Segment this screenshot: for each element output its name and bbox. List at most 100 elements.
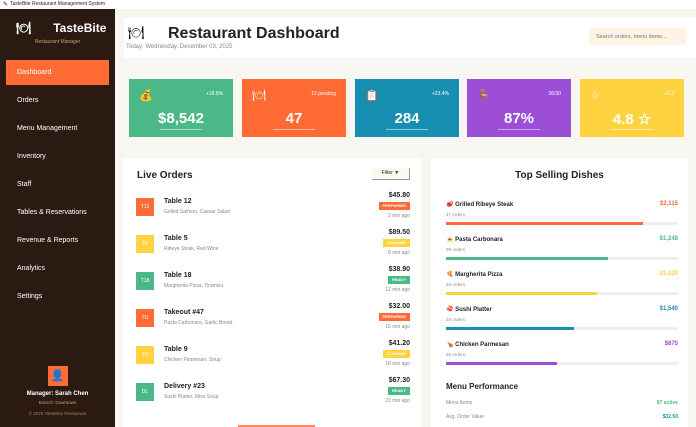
stat-label xyxy=(498,129,540,130)
manager-name: Manager: Sarah Chen xyxy=(26,391,89,397)
stat-value: 284 xyxy=(394,110,420,127)
stat-change: 12 pending xyxy=(311,91,336,97)
stat-value: 87% xyxy=(503,110,535,127)
sidebar-item-tables-reservations[interactable]: Tables & Reservations xyxy=(17,209,87,216)
order-items: Sushi Platter, Miso Soup xyxy=(164,394,219,400)
progress-fill xyxy=(446,292,597,295)
filter-button[interactable]: Filter ▼ xyxy=(372,168,410,180)
dish-row: 🥩 Grilled Ribeye Steak $2,115 47 orders xyxy=(446,201,678,235)
dish-row: 🍗 Chicken Parmesan $875 25 orders xyxy=(446,341,678,375)
brand-subtitle: Restaurant Manager xyxy=(34,39,81,45)
sidebar-item-revenue-reports[interactable]: Revenue & Reports xyxy=(17,237,79,244)
sidebar-item-settings[interactable]: Settings xyxy=(17,293,43,300)
stat-change: 26/30 xyxy=(548,91,561,97)
progress-track xyxy=(446,327,678,330)
progress-fill xyxy=(446,327,574,330)
avatar[interactable]: 👤 xyxy=(47,366,68,386)
order-time: 15 min ago xyxy=(385,324,410,330)
order-price: $38.90 xyxy=(388,266,410,273)
sidebar-item-analytics[interactable]: Analytics xyxy=(17,265,46,272)
progress-track xyxy=(446,257,678,260)
live-orders-panel: Live Orders Filter ▼ T12 Table 12 Grilled … xyxy=(123,158,421,427)
stat-value: $8,542 xyxy=(158,110,204,127)
order-badge: T5 xyxy=(136,235,154,253)
order-name: Takeout #47 xyxy=(164,309,204,316)
order-name: Table 18 xyxy=(164,272,192,279)
progress-fill xyxy=(446,362,558,365)
dish-name: 🍕 Margherita Pizza xyxy=(446,272,503,278)
dish-name: 🍗 Chicken Parmesan xyxy=(446,342,509,348)
order-price: $67.30 xyxy=(388,377,410,384)
status-badge: PREPARING xyxy=(378,313,410,321)
order-row[interactable]: DL Delivery #23 Sushi Platter, Miso Soup $6… xyxy=(135,377,410,421)
order-name: Delivery #23 xyxy=(164,383,205,390)
status-badge: READY xyxy=(387,276,410,284)
stat-label xyxy=(273,129,315,130)
sidebar-item-menu-management[interactable]: Menu Management xyxy=(17,125,78,132)
sidebar-item-inventory[interactable]: Inventory xyxy=(17,153,46,160)
stat-change: +23.4% xyxy=(431,91,449,97)
dish-name: 🥩 Grilled Ribeye Steak xyxy=(446,202,514,208)
order-items: Chicken Parmesan, Soup xyxy=(164,357,221,363)
dish-row: 🍕 Margherita Pizza $1,020 34 orders xyxy=(446,271,678,305)
order-badge: T18 xyxy=(136,272,154,290)
utensils-logo-icon: 🍽 xyxy=(16,21,32,35)
brand-name: TasteBite xyxy=(53,21,107,35)
order-items: Margherita Pizza, Tiramisu xyxy=(164,283,224,289)
stat-card[interactable]: 📋 +23.4% 284 xyxy=(355,79,459,137)
order-row[interactable]: TO Takeout #47 Pasta Carbonara, Garlic Bre… xyxy=(135,303,410,347)
stat-card[interactable]: 💰 +18.5% $8,542 xyxy=(129,79,233,137)
dish-row: 🍝 Pasta Carbonara $1,248 39 orders xyxy=(446,236,678,270)
dish-orders: 28 orders xyxy=(446,317,466,322)
stat-label xyxy=(160,129,202,130)
stat-card[interactable]: ☆ +0.3 4.8 ☆ xyxy=(580,79,684,137)
stat-card[interactable]: 🪑 26/30 87% xyxy=(467,79,571,137)
dish-orders: 39 orders xyxy=(446,247,466,252)
stat-value: 47 xyxy=(285,110,303,127)
dish-orders: 47 orders xyxy=(446,212,466,217)
stat-label xyxy=(386,129,428,130)
status-badge: PREPARING xyxy=(378,202,410,210)
order-badge: DL xyxy=(136,383,154,401)
window-title: TasteBite Restaurant Management System xyxy=(10,1,106,7)
sidebar-item-dashboard[interactable]: Dashboard xyxy=(6,60,109,85)
order-price: $32.00 xyxy=(388,303,410,310)
order-row[interactable]: T12 Table 12 Grilled Salmon, Caesar Salad $… xyxy=(135,192,410,236)
order-row[interactable]: T18 Table 18 Margherita Pizza, Tiramisu $38… xyxy=(135,266,410,310)
status-badge: COOKING xyxy=(382,239,410,247)
dish-row: 🍣 Sushi Platter $1,540 28 orders xyxy=(446,306,678,340)
current-date: Today: Wednesday, December 03, 2025 xyxy=(126,44,233,50)
sidebar-item-orders[interactable]: Orders xyxy=(17,97,39,104)
perf-label: Avg. Order Value xyxy=(446,414,484,420)
order-row[interactable]: T5 Table 5 Ribeye Steak, Red Wine $89.50 COO… xyxy=(135,229,410,273)
search-input[interactable] xyxy=(589,28,686,45)
perf-row: Avg. Order Value $32.50 xyxy=(446,414,678,420)
copyright: © 2025 TasteBite Restaurant xyxy=(28,411,87,416)
stat-value: 4.8 ☆ xyxy=(612,111,652,128)
stat-change: +0.3 xyxy=(664,91,674,97)
order-time: 8 min ago xyxy=(388,250,410,256)
order-time: 22 min ago xyxy=(385,398,410,404)
utensils-icon: 🍽 xyxy=(252,90,266,102)
view-all-orders-button[interactable] xyxy=(238,425,315,427)
perf-value: $32.50 xyxy=(662,414,678,420)
progress-fill xyxy=(446,222,644,225)
order-price: $45.80 xyxy=(388,192,410,199)
order-row[interactable]: T9 Table 9 Chicken Parmesan, Soup $41.20 COO… xyxy=(135,340,410,384)
dish-orders: 34 orders xyxy=(446,282,466,287)
order-items: Pasta Carbonara, Garlic Bread xyxy=(164,320,233,326)
dish-revenue: $875 xyxy=(664,341,678,347)
stat-card[interactable]: 🍽 12 pending 47 xyxy=(242,79,346,137)
order-badge: T9 xyxy=(136,346,154,364)
page-title: Restaurant Dashboard xyxy=(168,25,340,42)
order-price: $41.20 xyxy=(388,340,410,347)
live-orders-title: Live Orders xyxy=(137,170,193,181)
order-name: Table 12 xyxy=(164,198,192,205)
sidebar-item-staff[interactable]: Staff xyxy=(17,181,32,188)
manager-info: 👤 Manager: Sarah Chen Branch: Downtown ©… xyxy=(0,366,115,416)
perf-value: 87 active xyxy=(656,400,678,406)
dish-revenue: $1,020 xyxy=(659,271,678,277)
status-badge: COOKING xyxy=(382,350,410,358)
status-badge: READY xyxy=(387,387,410,395)
dish-orders: 25 orders xyxy=(446,352,466,357)
